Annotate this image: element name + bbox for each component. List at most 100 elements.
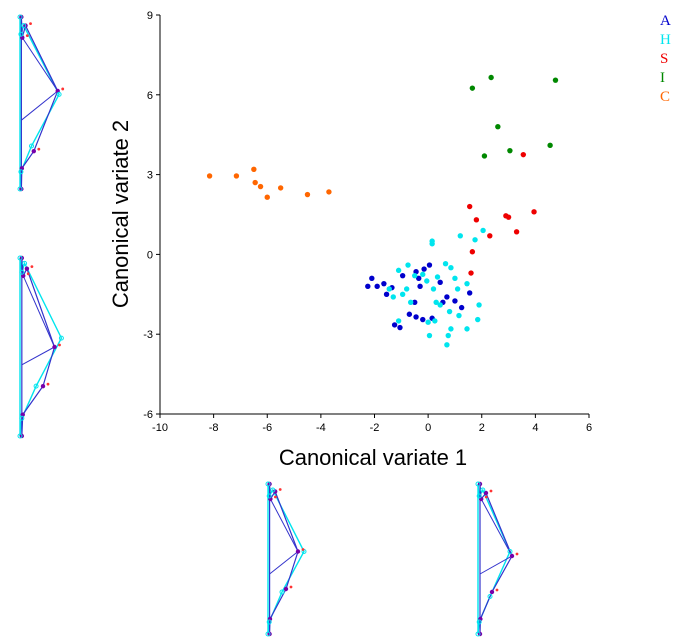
landmark-ring	[507, 549, 513, 554]
point-a	[406, 311, 413, 317]
point-s	[531, 209, 537, 215]
brace-line	[480, 498, 513, 557]
landmark-ring	[17, 255, 23, 261]
landmark-ring	[476, 619, 482, 625]
point-c	[251, 166, 257, 172]
point-a	[452, 298, 458, 304]
landmark-tag	[37, 147, 41, 151]
y-axis-label: Canonical variate 2	[108, 120, 133, 308]
point-a	[369, 275, 375, 282]
point-h	[446, 308, 453, 315]
point-h	[425, 319, 431, 325]
landmark-dot	[489, 589, 495, 595]
point-a	[416, 275, 422, 282]
point-h	[390, 294, 396, 300]
point-h	[399, 291, 406, 297]
legend-entry-c: C	[660, 89, 671, 105]
landmark-ring	[475, 631, 481, 637]
series-h	[386, 227, 486, 348]
point-a	[365, 283, 371, 290]
legend: A H S I C	[660, 12, 673, 107]
x-tick-label: -2	[370, 422, 380, 434]
landmark-ring	[476, 493, 482, 499]
legend-entry-s: S	[660, 51, 669, 67]
landmark-dot	[483, 490, 489, 496]
point-h	[472, 237, 478, 243]
point-h	[395, 318, 402, 324]
point-i	[469, 85, 476, 91]
y-tick-label: -3	[143, 329, 153, 341]
point-h	[433, 299, 439, 305]
y-tick-label: 3	[147, 170, 153, 182]
landmark-ring	[279, 589, 285, 595]
landmark-dot	[273, 489, 278, 494]
point-a	[397, 324, 403, 331]
y-tick-label: 6	[147, 90, 153, 102]
plot-axes: -10 -8 -6 -4 -2 0 2 4 6 -6 -3 0 3 6 9	[143, 10, 592, 434]
legend-entry-i: I	[660, 70, 665, 86]
point-h	[405, 262, 411, 268]
landmark-tag	[278, 488, 282, 491]
point-a	[437, 279, 443, 286]
landmark-ring	[18, 169, 24, 175]
landmark-ring	[265, 631, 271, 637]
y-tick-label: 9	[147, 10, 153, 22]
point-h	[442, 261, 449, 267]
point-c	[233, 173, 240, 179]
landmark-dot	[19, 14, 24, 20]
landmark-dot	[509, 553, 515, 559]
brace-line	[21, 37, 59, 92]
point-h	[395, 267, 402, 274]
landmark-dot	[31, 148, 36, 154]
landmark-ring	[33, 383, 39, 389]
landmark-ring	[17, 14, 23, 20]
point-h	[464, 326, 470, 332]
point-h	[424, 278, 430, 284]
landmark-tag	[25, 34, 29, 38]
point-s	[487, 233, 493, 239]
point-a	[374, 283, 380, 290]
x-tick-label: -4	[316, 422, 326, 434]
x-tick-label: 2	[479, 422, 485, 434]
landmark-tag	[58, 343, 61, 347]
point-h	[448, 326, 454, 332]
point-h	[454, 286, 461, 292]
series-c	[206, 166, 332, 200]
point-c	[304, 191, 311, 198]
x-tick-label: 0	[425, 422, 431, 434]
point-c	[257, 183, 264, 190]
landmark-ring	[270, 487, 276, 493]
landmark-ring	[487, 594, 493, 599]
landmark-ring	[19, 269, 25, 275]
point-h	[476, 302, 482, 308]
legend-entry-h: H	[660, 32, 671, 48]
point-h	[407, 299, 414, 305]
point-a	[381, 280, 387, 287]
point-c	[264, 194, 270, 200]
landmark-ring	[22, 260, 28, 266]
x-tick-label: 4	[532, 422, 538, 434]
brace-line	[269, 551, 299, 575]
point-h	[430, 286, 437, 292]
point-s	[469, 249, 476, 255]
point-a	[412, 299, 418, 305]
scatter-points	[206, 74, 559, 348]
point-i	[547, 142, 553, 149]
landmark-ring	[266, 493, 272, 499]
point-s	[468, 270, 474, 276]
shape-diagram-bottom-right	[475, 481, 519, 637]
x-tick-label: -8	[209, 422, 219, 434]
point-a	[458, 304, 465, 311]
point-c	[277, 185, 284, 191]
landmark-ring	[17, 186, 23, 192]
point-s	[473, 217, 480, 223]
landmark-tag	[26, 272, 30, 276]
point-a	[413, 314, 419, 320]
point-h	[403, 286, 410, 292]
landmark-dot	[40, 383, 46, 389]
point-i	[495, 124, 501, 130]
brace-line	[21, 346, 55, 366]
point-h	[412, 272, 418, 279]
point-h	[457, 233, 463, 239]
point-a	[417, 283, 423, 290]
